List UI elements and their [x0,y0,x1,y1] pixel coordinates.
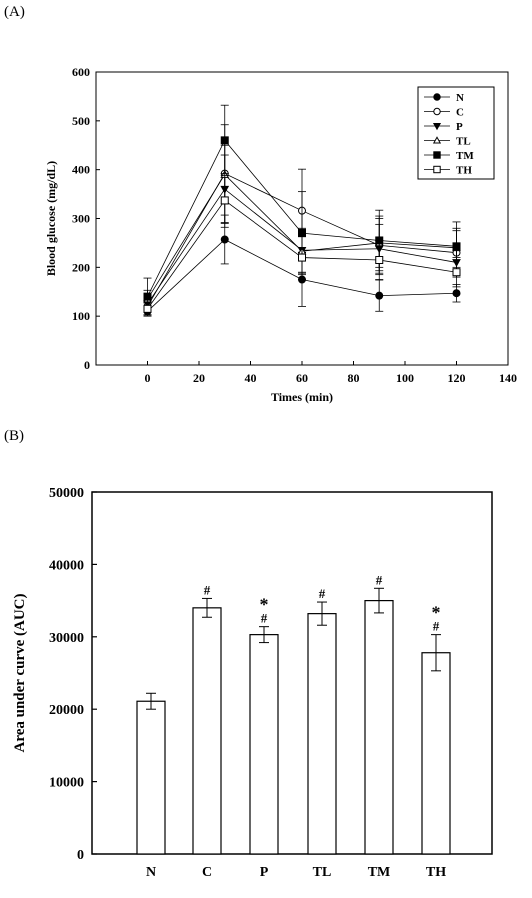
data-point [433,107,441,116]
bar-group-n: N [136,692,166,880]
y-tick-label: 600 [72,65,90,79]
bar-group-c: C# [192,582,222,880]
legend-label: TH [456,165,472,177]
x-tick-label: C [202,865,212,880]
y-tick-label: 0 [77,848,84,863]
bar [136,700,166,855]
series-th [143,173,461,316]
bar-group-p: P #* [249,595,279,880]
y-tick-label: 20000 [49,703,84,718]
chart-b-y-axis-title: Area under curve (AUC) [12,593,28,752]
data-point [220,136,229,145]
significance-hash: # [261,611,268,626]
data-point [298,253,306,262]
y-tick-label: 400 [72,163,90,177]
bar [307,613,337,855]
chart-b-axes: 0 10000 20000 30000 40000 50000 [49,486,97,863]
bar-group-th: TH #* [421,603,451,880]
x-tick-label: TM [368,865,391,880]
x-tick-label: N [146,865,156,880]
legend-label: TM [456,150,474,162]
chart-a-x-axis-title: Times (min) [271,390,333,404]
bar-group-tl: TL # [307,586,337,880]
significance-hash: # [433,619,440,634]
bar [421,652,451,855]
data-point [452,268,461,277]
data-point [375,291,384,300]
y-tick-label: 50000 [49,486,84,501]
bar-group-tm: TM # [364,572,394,880]
data-point [433,93,441,101]
chart-a-series [143,104,461,317]
data-point [375,256,384,265]
x-tick-label: 140 [499,371,517,385]
y-tick-label: 200 [72,260,90,274]
x-tick-label: 60 [296,371,308,385]
data-point [143,304,152,313]
legend-label: N [456,92,464,104]
bar [364,599,394,855]
x-tick-label: 80 [348,371,360,385]
bar [249,634,279,855]
data-point [143,292,152,301]
significance-hash: # [376,572,383,587]
significance-hash: # [319,586,326,601]
legend-box [417,86,495,180]
panel-b-label: (B) [4,428,24,444]
y-tick-label: 10000 [49,776,84,791]
y-tick-label: 100 [72,309,90,323]
x-tick-label: TH [426,865,446,880]
significance-star: * [432,603,441,623]
x-tick-label: 120 [448,371,466,385]
significance-star: * [260,595,269,615]
panel-a-label: (A) [4,4,25,20]
x-tick-label: 20 [193,371,205,385]
data-point [452,242,461,251]
x-tick-label: 40 [245,371,257,385]
x-tick-label: TL [313,865,332,880]
data-point [433,151,441,159]
data-point [452,289,461,298]
legend-label: C [456,107,464,119]
chart-a-axes: 0 20 40 60 80 100 120 140 0 100 200 300 400 500 600 [72,65,517,385]
legend-label: TL [456,136,471,148]
line-chart-blood-glucose: 0 20 40 60 80 100 120 140 0 100 200 300 400 500 600 Ti… [44,65,517,404]
x-tick-label: P [260,865,269,880]
chart-b-bars: N C#P#*TL#TM#TH#* [136,572,451,880]
chart-a-legend: NCP TL TM TH [417,86,495,180]
y-tick-label: 30000 [49,631,84,646]
chart-b-plot-frame [91,491,493,855]
data-point [220,235,229,244]
y-tick-label: 500 [72,114,90,128]
bar [192,607,222,855]
y-tick-label: 0 [84,358,90,372]
significance-hash: # [204,582,211,597]
data-point [432,122,442,131]
data-point [433,165,441,174]
data-point [220,196,229,205]
data-point [432,136,442,144]
y-tick-label: 300 [72,212,90,226]
x-tick-label: 0 [145,371,151,385]
legend-label: P [456,121,463,133]
y-tick-label: 40000 [49,558,84,573]
chart-a-y-axis-title: Blood glucose (mg/dL) [44,161,58,276]
x-tick-label: 100 [396,371,414,385]
